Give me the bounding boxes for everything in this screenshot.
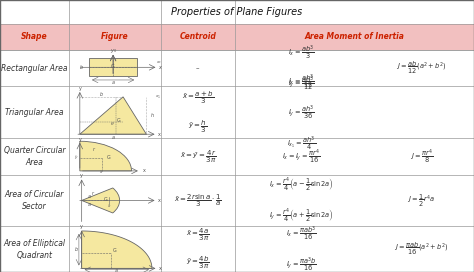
Text: $I_x = \dfrac{ah^3}{12}$

$I_y = \dfrac{ah^3}{36}$

$I_{x_1} = \dfrac{ah^3}{4}$: $I_x = \dfrac{ah^3}{12}$ $I_y = \dfrac{a…: [287, 72, 316, 153]
Text: y: y: [78, 137, 81, 142]
Text: x: x: [159, 266, 162, 271]
Text: Rectangular Area: Rectangular Area: [1, 64, 68, 73]
Text: $\bar{x} = \dfrac{4a}{3\pi}$

$\bar{y} = \dfrac{4b}{3\pi}$: $\bar{x} = \dfrac{4a}{3\pi}$ $\bar{y} = …: [186, 227, 210, 271]
Text: $\bar{x} = \dfrac{a + b}{3}$

$\bar{y} = \dfrac{h}{3}$: $\bar{x} = \dfrac{a + b}{3}$ $\bar{y} = …: [182, 90, 214, 135]
Text: Quarter Circular
Area: Quarter Circular Area: [4, 146, 65, 167]
Text: $J = \dfrac{ab}{12}(a^2 + b^2)$: $J = \dfrac{ab}{12}(a^2 + b^2)$: [396, 60, 447, 76]
Wedge shape: [80, 141, 131, 171]
Text: $I_x = \dfrac{r^4}{4}\left(a - \dfrac{1}{2}\sin 2a\right)$

$I_y = \dfrac{r^4}{4: $I_x = \dfrac{r^4}{4}\left(a - \dfrac{1}…: [269, 176, 334, 225]
Text: b: b: [74, 247, 78, 252]
Text: r: r: [93, 147, 95, 152]
Text: x: x: [158, 132, 161, 137]
Text: –: –: [196, 65, 200, 71]
Bar: [89, 58, 137, 76]
Text: $\theta$: $\theta$: [110, 120, 115, 127]
Text: G: G: [110, 64, 114, 69]
Text: $J = \dfrac{\pi ab}{16}(a^2 + b^2)$: $J = \dfrac{\pi ab}{16}(a^2 + b^2)$: [394, 241, 448, 257]
Text: $\bar{x}$: $\bar{x}$: [107, 203, 111, 210]
Text: G: G: [113, 248, 117, 253]
Polygon shape: [82, 231, 152, 268]
Text: $\bar{x} = \bar{y} = \dfrac{4r}{3\pi}$: $\bar{x} = \bar{y} = \dfrac{4r}{3\pi}$: [180, 148, 216, 165]
Text: G: G: [117, 118, 120, 123]
Text: y: y: [78, 85, 81, 91]
Text: G: G: [103, 197, 107, 202]
Text: a: a: [88, 202, 91, 207]
Text: r: r: [92, 191, 94, 196]
Text: x: x: [143, 168, 146, 174]
Text: $\bar{x} = \dfrac{2r\sin a}{3} \cdot \dfrac{1}{a}$: $\bar{x} = \dfrac{2r\sin a}{3} \cdot \df…: [174, 192, 222, 209]
Text: x: x: [158, 198, 161, 203]
Text: b: b: [80, 65, 83, 70]
Text: $I_x = \dfrac{ab^3}{3}$

$I_y = \dfrac{ab^3}{12}$: $I_x = \dfrac{ab^3}{3}$ $I_y = \dfrac{ab…: [288, 44, 315, 93]
Text: $I_x = \dfrac{\pi ab^3}{16}$

$I_y = \dfrac{\pi a^3 b}{16}$: $I_x = \dfrac{\pi ab^3}{16}$ $I_y = \dfr…: [286, 224, 317, 272]
Text: $x_c$: $x_c$: [156, 59, 163, 66]
Text: Triangular Area: Triangular Area: [5, 108, 64, 117]
Bar: [0, 24, 474, 50]
Text: h: h: [150, 113, 154, 118]
Polygon shape: [80, 97, 146, 134]
Text: b: b: [100, 92, 103, 97]
Text: G: G: [106, 155, 110, 160]
Text: Area Moment of Inertia: Area Moment of Inertia: [304, 32, 404, 41]
Text: Area of Elliptical
Quadrant: Area of Elliptical Quadrant: [3, 239, 65, 259]
Text: $\bar{y}$: $\bar{y}$: [74, 154, 78, 162]
Text: a: a: [111, 80, 115, 85]
Text: Shape: Shape: [21, 32, 48, 41]
Text: a: a: [115, 268, 118, 272]
Text: y: y: [80, 224, 83, 229]
Text: Properties of Plane Figures: Properties of Plane Figures: [172, 7, 302, 17]
Text: $x_1$: $x_1$: [155, 93, 162, 101]
Text: Centroid: Centroid: [180, 32, 216, 41]
Text: a: a: [111, 135, 115, 140]
Text: a: a: [88, 194, 91, 199]
Text: $J = \dfrac{1}{2}r^4 a$: $J = \dfrac{1}{2}r^4 a$: [407, 192, 436, 209]
Text: $I_x = I_y = \dfrac{\pi r^4}{16}$: $I_x = I_y = \dfrac{\pi r^4}{16}$: [283, 147, 321, 166]
Text: $J = \dfrac{\pi r^4}{8}$: $J = \dfrac{\pi r^4}{8}$: [410, 147, 433, 166]
Text: Area of Circular
Sector: Area of Circular Sector: [5, 190, 64, 211]
Text: $x$: $x$: [158, 64, 163, 71]
Wedge shape: [82, 188, 119, 213]
Text: y: y: [80, 173, 83, 178]
Text: Figure: Figure: [101, 32, 129, 41]
Text: $y_0$: $y_0$: [109, 47, 117, 55]
Text: $\bar{x}$: $\bar{x}$: [99, 169, 104, 176]
